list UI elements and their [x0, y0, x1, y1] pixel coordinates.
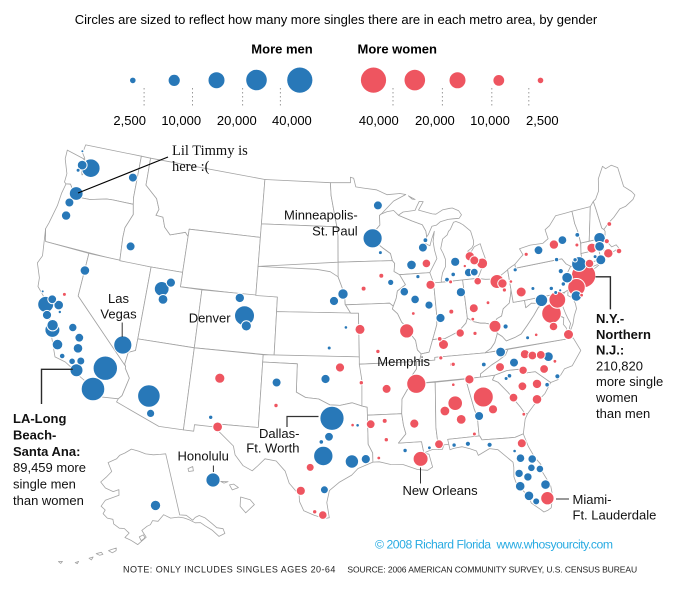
svg-text:single men: single men: [13, 477, 76, 492]
svg-text:Las: Las: [108, 291, 129, 306]
svg-text:Memphis: Memphis: [377, 354, 430, 369]
svg-text:© 2008 Richard Florida www.wh: © 2008 Richard Florida www.whosyourcity.…: [375, 538, 613, 552]
svg-text:210,820: 210,820: [596, 358, 643, 373]
svg-text:40,000: 40,000: [359, 113, 399, 128]
svg-text:than men: than men: [596, 406, 650, 421]
svg-text:2,500: 2,500: [526, 113, 559, 128]
svg-text:2,500: 2,500: [113, 113, 146, 128]
svg-text:St. Paul: St. Paul: [312, 224, 358, 239]
svg-text:Ft. Worth: Ft. Worth: [246, 441, 299, 456]
svg-text:Miami-: Miami-: [573, 492, 612, 507]
svg-text:SOURCE: 2006 AMERICAN COMMUNIT: SOURCE: 2006 AMERICAN COMMUNITY SURVEY, …: [347, 565, 637, 575]
svg-text:Denver: Denver: [189, 311, 232, 326]
svg-text:20,000: 20,000: [415, 113, 455, 128]
svg-text:Minneapolis-: Minneapolis-: [284, 208, 358, 223]
svg-text:Lil Timmy is: Lil Timmy is: [172, 143, 248, 159]
svg-text:Beach-: Beach-: [13, 427, 56, 442]
svg-text:N.Y.-: N.Y.-: [596, 311, 624, 326]
svg-text:NOTE: ONLY INCLUDES SINGLES AG: NOTE: ONLY INCLUDES SINGLES AGES 20-64: [123, 565, 336, 575]
svg-text:Northern: Northern: [596, 327, 651, 342]
svg-text:Ft. Lauderdale: Ft. Lauderdale: [573, 508, 657, 523]
svg-text:LA-Long: LA-Long: [13, 411, 66, 426]
svg-text:N.J.:: N.J.:: [596, 343, 624, 358]
svg-text:More men: More men: [251, 42, 312, 57]
svg-text:women: women: [595, 390, 638, 405]
svg-text:Santa Ana:: Santa Ana:: [13, 444, 80, 459]
svg-text:Vegas: Vegas: [100, 307, 137, 322]
svg-text:more single: more single: [596, 374, 663, 389]
svg-text:89,459 more: 89,459 more: [13, 460, 86, 475]
svg-text:than women: than women: [13, 493, 84, 508]
svg-text:Dallas-: Dallas-: [259, 426, 299, 441]
svg-text:10,000: 10,000: [161, 113, 201, 128]
svg-text:More women: More women: [358, 42, 438, 57]
svg-text:New Orleans: New Orleans: [403, 483, 479, 498]
svg-text:Circles are sized to reflect h: Circles are sized to reflect how many mo…: [75, 12, 598, 27]
svg-text:10,000: 10,000: [470, 113, 510, 128]
svg-text:Honolulu: Honolulu: [178, 449, 229, 464]
svg-text:20,000: 20,000: [217, 113, 257, 128]
svg-text:here :(: here :(: [172, 159, 210, 175]
svg-text:40,000: 40,000: [272, 113, 312, 128]
